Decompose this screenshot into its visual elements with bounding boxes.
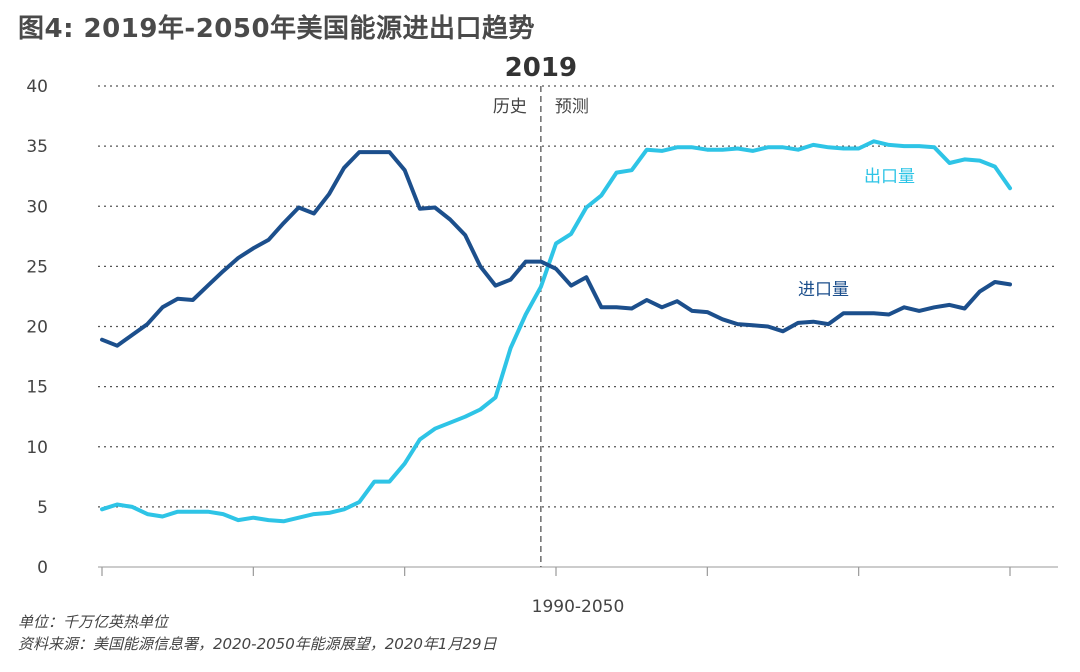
divider-year-label: 2019 (505, 53, 577, 83)
y-tick-label: 40 (26, 77, 48, 97)
export-series-label: 出口量 (864, 167, 915, 187)
forecast-label: 预测 (555, 97, 589, 117)
y-tick-label: 15 (26, 378, 48, 398)
history-label: 历史 (493, 97, 527, 117)
unit-note: 单位：千万亿英热单位 (18, 613, 169, 631)
source-note: 资料来源：美国能源信息署，2020-2050年能源展望，2020年1月29日 (18, 635, 497, 653)
figure-title: 图4: 2019年-2050年美国能源进出口趋势 (18, 14, 536, 44)
import-series-label: 进口量 (798, 280, 849, 300)
x-axis-label: 1990-2050 (532, 597, 625, 617)
import-series-line (100, 150, 1012, 348)
y-tick-label: 25 (26, 257, 48, 277)
y-tick-label: 35 (26, 137, 48, 157)
y-tick-label: 10 (26, 438, 48, 458)
export-series-line (100, 139, 1012, 524)
y-tick-label: 0 (37, 558, 48, 578)
y-tick-label: 20 (26, 318, 48, 338)
y-tick-label: 30 (26, 197, 48, 217)
y-tick-label: 5 (37, 498, 48, 518)
